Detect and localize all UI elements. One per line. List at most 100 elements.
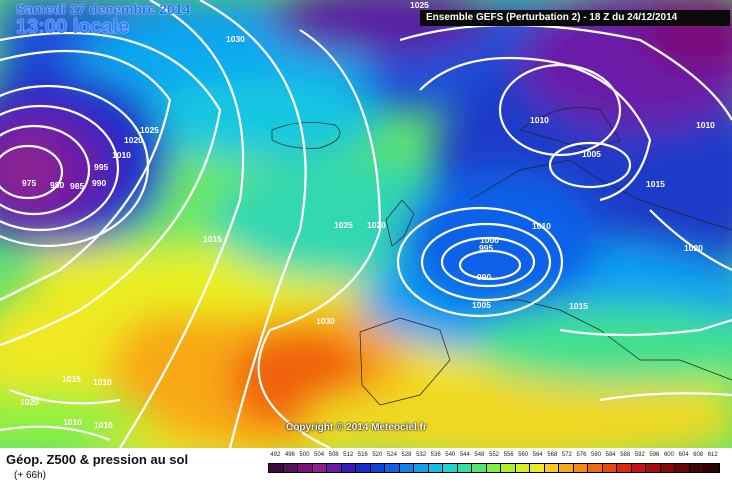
color-scale-labels: 492 496 500 504 508 512 516 520 524 528 532 536 540 5… (268, 452, 720, 462)
scale-label: 540 (445, 452, 456, 458)
product-title: Géop. Z500 & pression au sol (6, 452, 189, 467)
scale-label: 548 (474, 452, 485, 458)
scale-swatch (472, 464, 487, 472)
scale-swatch (704, 464, 719, 472)
isobar-label: 1010 (93, 377, 112, 387)
isobar-label: 985 (70, 181, 84, 191)
scale-label: 576 (576, 452, 587, 458)
scale-swatch (428, 464, 444, 472)
weather-map: 975 980 985 990 995 1010 1020 1025 1030 … (0, 0, 732, 448)
scale-swatch (588, 464, 603, 472)
scale-label: 612 (707, 452, 718, 458)
scale-label: 500 (299, 452, 310, 458)
scale-swatch (385, 464, 400, 472)
scale-label: 568 (547, 452, 558, 458)
coastlines (271, 107, 732, 406)
scale-swatch (283, 464, 299, 472)
forecast-date: Samedi 27 decembre 2014 (16, 1, 191, 17)
scale-swatch (356, 464, 371, 472)
scale-swatch (617, 464, 632, 472)
isobar-label: 980 (50, 180, 64, 190)
isobar-label: 975 (22, 178, 36, 188)
color-scale-bar (268, 463, 720, 473)
scale-label: 516 (357, 452, 368, 458)
isobar-labels: 975 980 985 990 995 1010 1020 1025 1030 … (20, 0, 715, 430)
isobar-label: 1010 (532, 221, 551, 231)
isobar-label: 1010 (530, 115, 549, 125)
scale-label: 492 (270, 452, 281, 458)
scale-swatch (399, 464, 415, 472)
legend-footer: Géop. Z500 & pression au sol (+ 66h) 492… (0, 448, 732, 488)
scale-label: 520 (372, 452, 383, 458)
isobar-label: 1010 (63, 417, 82, 427)
isobar-label: 1020 (367, 220, 386, 230)
scale-label: 524 (386, 452, 397, 458)
scale-label: 580 (591, 452, 602, 458)
isobar-label: 1020 (20, 397, 39, 407)
isobar-label: 1005 (472, 300, 491, 310)
scale-swatch (327, 464, 342, 472)
scale-swatch (559, 464, 574, 472)
scale-label: 596 (649, 452, 660, 458)
isobar-label: 1005 (582, 149, 601, 159)
forecast-time: 13:00 locale (16, 16, 130, 38)
scale-swatch (443, 464, 458, 472)
scale-label: 532 (416, 452, 427, 458)
scale-swatch (298, 464, 313, 472)
lead-time: (+ 66h) (14, 470, 46, 481)
scale-label: 560 (518, 452, 529, 458)
isobar-label: 990 (477, 272, 491, 282)
scale-swatch (675, 464, 690, 472)
isobar-label: 1025 (334, 220, 353, 230)
scale-swatch (269, 464, 284, 472)
scale-swatch (341, 464, 357, 472)
scale-swatch (515, 464, 531, 472)
model-run-label: Ensemble GEFS (Perturbation 2) - 18 Z du… (420, 10, 730, 26)
scale-label: 528 (401, 452, 412, 458)
scale-label: 556 (503, 452, 514, 458)
scale-label: 588 (620, 452, 631, 458)
scale-label: 512 (343, 452, 354, 458)
isobar-label: 1000 (480, 235, 499, 245)
scale-label: 564 (532, 452, 543, 458)
isobar-label: 995 (479, 243, 493, 253)
isobar-label: 1015 (569, 301, 588, 311)
isobar-label: 1030 (316, 316, 335, 326)
scale-swatch (544, 464, 560, 472)
scale-label: 592 (634, 452, 645, 458)
scale-label: 544 (459, 452, 470, 458)
scale-swatch (530, 464, 545, 472)
isobar-label: 1025 (410, 0, 429, 10)
scale-swatch (689, 464, 705, 472)
isobar-label: 995 (94, 162, 108, 172)
scale-swatch (631, 464, 647, 472)
scale-label: 608 (693, 452, 704, 458)
isobars (0, 0, 732, 448)
scale-label: 584 (605, 452, 616, 458)
isobar-label: 1015 (646, 179, 665, 189)
isobar-label: 1020 (684, 243, 703, 253)
scale-swatch (457, 464, 473, 472)
copyright-notice: Copyright © 2014 Meteociel.fr (286, 422, 427, 433)
isobar-label: 1025 (140, 125, 159, 135)
scale-label: 604 (678, 452, 689, 458)
scale-label: 496 (284, 452, 295, 458)
z500-field: 975 980 985 990 995 1010 1020 1025 1030 … (0, 0, 732, 448)
scale-swatch (646, 464, 661, 472)
scale-label: 504 (314, 452, 325, 458)
isobar-label: 1015 (62, 374, 81, 384)
scale-swatch (501, 464, 516, 472)
scale-swatch (573, 464, 589, 472)
scale-label: 536 (430, 452, 441, 458)
isobar-label: 1010 (112, 150, 131, 160)
scale-swatch (602, 464, 618, 472)
isobar-label: 990 (92, 178, 106, 188)
isobar-label: 1020 (124, 135, 143, 145)
isobar-label: 1010 (696, 120, 715, 130)
isobar-label: 1010 (94, 420, 113, 430)
isobar-label: 1015 (203, 234, 222, 244)
scale-label: 600 (663, 452, 674, 458)
scale-swatch (486, 464, 502, 472)
scale-label: 508 (328, 452, 339, 458)
scale-label: 572 (561, 452, 572, 458)
